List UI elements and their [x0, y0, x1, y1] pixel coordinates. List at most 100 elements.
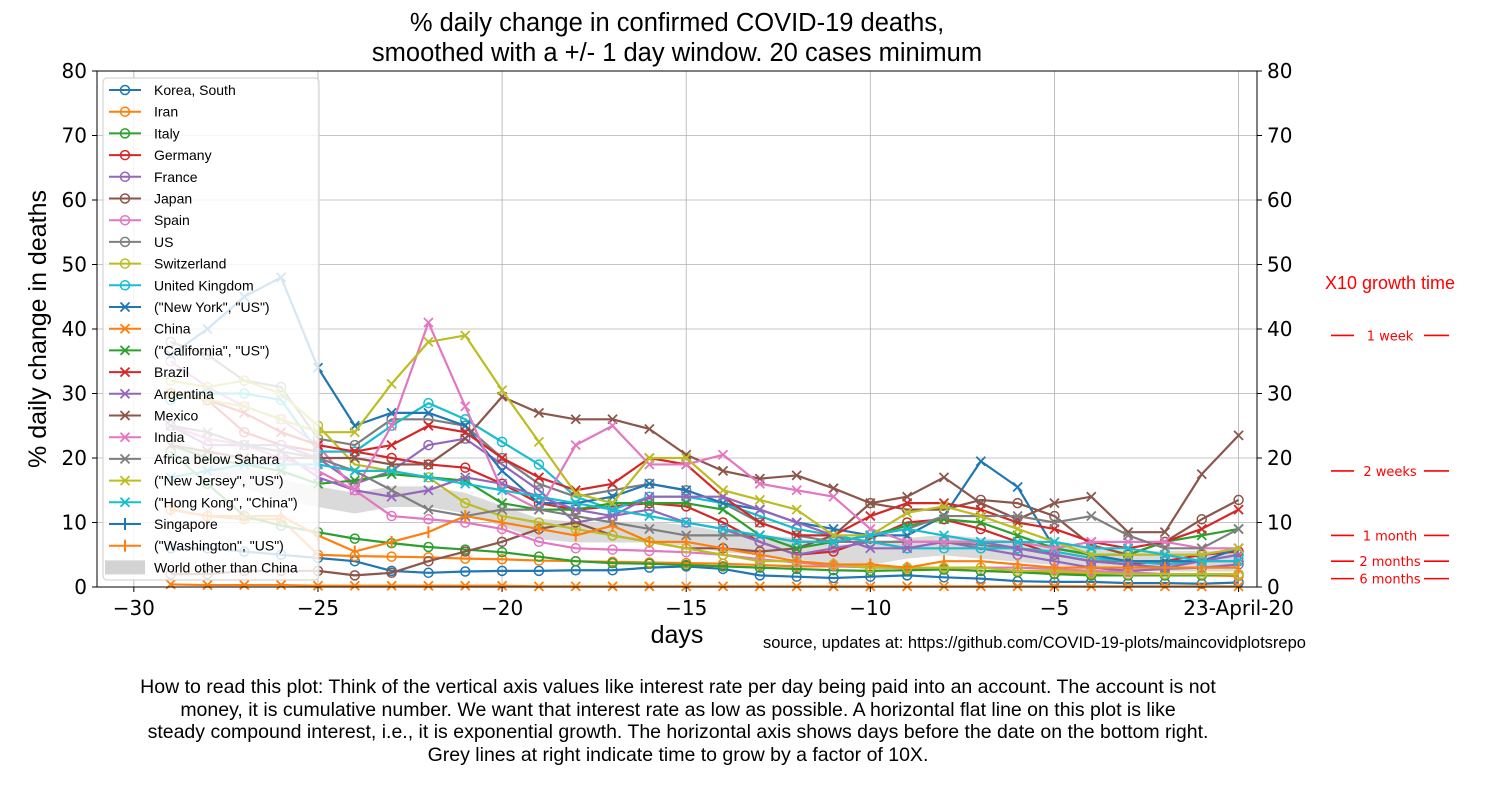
y-tick-label-right: 40 — [1267, 317, 1292, 341]
data-point — [975, 543, 987, 554]
y-tick-label-right: 10 — [1267, 511, 1292, 535]
series-line — [170, 334, 1239, 556]
legend: Korea, South Iran Italy Germany France Japan S… — [102, 77, 320, 581]
legend-entry: Italy — [109, 125, 180, 141]
x-tick-label: −20 — [481, 596, 523, 620]
data-point — [1233, 494, 1244, 506]
legend-label: Japan — [154, 191, 192, 207]
data-point — [533, 504, 545, 515]
data-point — [460, 478, 471, 489]
data-point — [607, 485, 618, 496]
data-point — [1049, 536, 1060, 547]
data-point — [680, 559, 692, 571]
legend-entry: ("Hong Kong", "China") — [109, 494, 298, 510]
data-point — [644, 510, 655, 522]
legend-label: US — [154, 234, 173, 250]
data-point — [496, 485, 508, 496]
data-point — [975, 523, 987, 535]
series-new-york-us — [165, 272, 1244, 567]
x-tick-label: −10 — [849, 596, 891, 620]
y-tick-label-left: 50 — [62, 253, 87, 277]
data-point — [496, 504, 508, 515]
data-point — [386, 439, 397, 451]
data-point — [902, 581, 913, 592]
data-point — [1233, 504, 1244, 515]
data-point — [754, 530, 765, 541]
legend-label: Singapore — [154, 516, 218, 532]
data-point — [865, 536, 876, 548]
source-note: source, updates at: https://github.com/C… — [763, 634, 1306, 652]
growth-marker-1-week: 1 week — [1331, 329, 1449, 344]
data-point — [791, 536, 802, 547]
legend-entry: Singapore — [109, 516, 218, 532]
legend-box — [102, 77, 320, 581]
series-line — [170, 583, 1239, 588]
data-point — [423, 439, 434, 451]
data-point — [1196, 581, 1207, 592]
data-point — [607, 420, 618, 431]
data-point — [423, 541, 434, 553]
data-point — [607, 581, 618, 592]
data-point — [386, 465, 397, 477]
legend-entry: Argentina — [109, 386, 214, 402]
legend-entry: Korea, South — [109, 82, 236, 98]
y-tick-label-right: 60 — [1267, 188, 1292, 212]
legend-entry: Japan — [109, 191, 192, 207]
data-point — [533, 485, 545, 496]
y-tick-label-left: 60 — [62, 188, 87, 212]
legend-marker — [119, 149, 131, 161]
world-band — [170, 434, 1239, 572]
data-point — [496, 554, 508, 565]
world-band-layer — [170, 434, 1239, 572]
data-point — [754, 504, 765, 515]
y-tick-label-right: 20 — [1267, 446, 1292, 470]
data-point — [349, 485, 360, 496]
data-point — [754, 570, 766, 581]
data-point — [791, 571, 802, 582]
legend-label: ("Hong Kong", "China") — [154, 494, 298, 510]
data-point — [644, 478, 655, 489]
legend-marker — [119, 280, 131, 291]
series-line — [170, 392, 1240, 550]
data-point — [386, 551, 397, 562]
data-point — [791, 504, 802, 515]
data-point — [423, 414, 434, 425]
data-point — [644, 523, 655, 535]
legend-label: Brazil — [154, 364, 189, 380]
legend-label: ("Washington", "US") — [154, 538, 284, 554]
data-point — [460, 420, 471, 431]
data-point — [1196, 468, 1207, 480]
data-point — [349, 439, 361, 451]
data-point — [754, 517, 765, 528]
legend-label: India — [154, 429, 185, 445]
legend-entry: Mexico — [109, 408, 199, 424]
data-point — [460, 330, 471, 341]
legend-entry: Spain — [109, 212, 190, 228]
data-point — [754, 581, 765, 592]
data-point — [1196, 514, 1208, 525]
data-point — [460, 433, 471, 444]
data-point — [1012, 497, 1023, 509]
data-point — [570, 517, 581, 528]
legend-entry: Africa below Sahara — [109, 451, 280, 467]
x-tick-label: −5 — [1040, 596, 1069, 620]
data-point — [349, 580, 360, 591]
data-point — [975, 581, 986, 592]
data-point — [607, 478, 618, 489]
data-point — [423, 407, 434, 418]
data-point — [938, 510, 950, 522]
data-point — [1049, 510, 1060, 522]
data-point — [386, 378, 397, 389]
data-point — [791, 517, 802, 528]
data-point — [460, 546, 471, 557]
x-tick-label: −25 — [297, 596, 339, 620]
series-line — [170, 360, 1239, 576]
data-point — [386, 420, 397, 431]
growth-marker-label: 1 month — [1363, 529, 1418, 544]
legend-label: China — [154, 321, 191, 337]
data-point — [423, 397, 434, 409]
data-point — [1233, 523, 1244, 535]
data-point — [938, 581, 950, 592]
data-point — [460, 580, 471, 591]
y-tick-label-right: 70 — [1267, 124, 1292, 148]
